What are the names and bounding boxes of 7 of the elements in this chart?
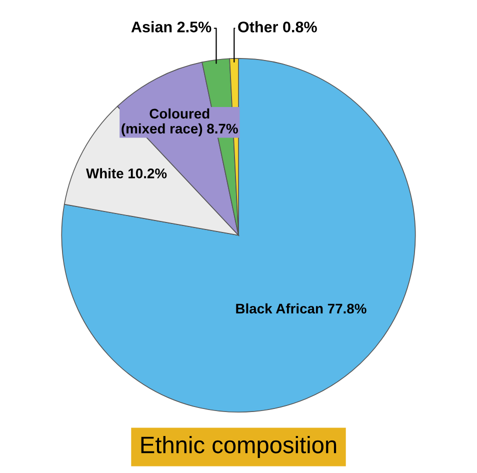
text: Ethnic composition <box>141 436 336 458</box>
pie-slice <box>61 58 416 413</box>
slice-label: Coloured (mixed race) 8.7% <box>122 108 238 136</box>
slice-label: Asian 2.5% <box>131 21 212 32</box>
slice-label: White 10.2% <box>86 168 167 178</box>
slice-label: Black African 77.8% <box>236 303 366 314</box>
slice-label: Other 0.8% <box>238 21 317 32</box>
